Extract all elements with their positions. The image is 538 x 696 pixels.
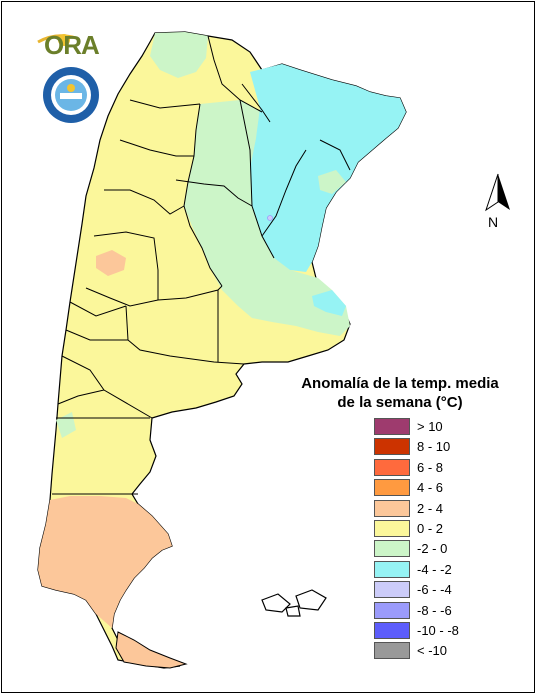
legend-label: 2 - 4 [417,500,444,516]
ora-logo-text: ORA [44,30,100,60]
warm-region-patagonia [38,496,172,628]
legend-swatch [374,601,410,619]
legend-label: < -10 [417,643,447,659]
legend-title: Anomalía de la temp. media de la semana … [290,374,510,412]
cold-region-northeast [250,64,406,272]
legend-label: -2 - 0 [417,541,448,557]
malvinas-islands [261,589,327,617]
legend-swatch [374,458,410,476]
tierra-del-fuego [115,631,188,669]
cool-region-center [184,100,350,336]
legend-swatch [374,418,410,435]
north-label: N [488,214,499,230]
legend-swatch [374,479,410,497]
legend-swatch [374,519,410,537]
smn-seal [43,67,99,123]
legend-label: 6 - 8 [417,459,444,475]
legend-title-line2: de la semana (°C) [337,394,463,411]
warm-patch-cuyo [96,250,126,276]
point-marker [267,215,273,221]
legend-label: 0 - 2 [417,520,444,536]
legend-title-line1: Anomalía de la temp. media [301,375,499,392]
legend-swatch [374,438,410,456]
legend-label: -4 - -2 [417,561,452,577]
legend-swatch [374,540,410,558]
legend-label: -10 - -8 [417,622,459,638]
legend-swatch [374,581,410,599]
legend-swatch [374,642,410,660]
ora-logo [37,34,77,46]
cool-region-coast [318,170,346,194]
cool-region-north [150,32,208,78]
province-borders [52,35,351,495]
legend-label: -6 - -4 [417,582,452,598]
legend-label: > 10 [417,419,443,434]
legend-swatch [374,560,410,578]
legend-label: -8 - -6 [417,602,452,618]
legend-swatch [374,499,410,517]
legend-label: 8 - 10 [417,439,451,455]
cold-region-buenos-aires [312,290,346,316]
north-arrow [485,173,510,212]
legend-swatch [374,621,410,639]
legend-label: 4 - 6 [417,480,444,496]
